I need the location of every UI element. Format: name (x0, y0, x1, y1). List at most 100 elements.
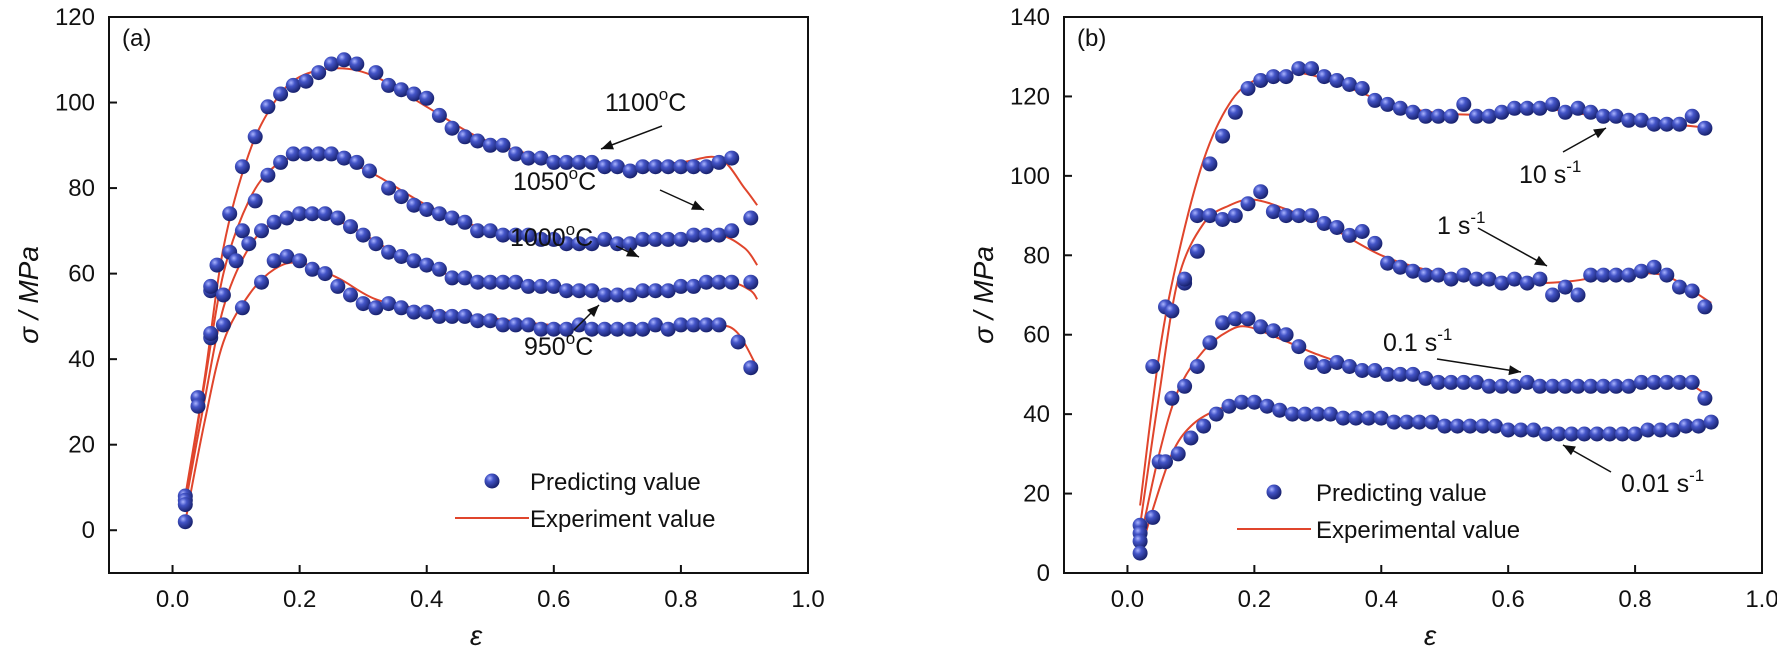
data-point (1437, 418, 1453, 434)
data-point (1633, 374, 1649, 390)
data-point (648, 283, 663, 299)
data-point (1691, 418, 1706, 434)
data-point (1608, 267, 1624, 283)
data-point (1646, 116, 1662, 132)
data-point (190, 398, 206, 414)
data-point (431, 107, 447, 123)
data-point (1595, 378, 1611, 394)
data-point (1430, 374, 1446, 390)
legend-marker-label: Predicting value (530, 469, 701, 496)
data-point (1621, 112, 1637, 128)
data-point (1405, 263, 1421, 279)
data-point (406, 86, 422, 102)
arrow-head-icon (587, 305, 599, 317)
data-point (215, 317, 231, 333)
data-point (1672, 116, 1687, 132)
data-point (635, 231, 651, 247)
data-point (330, 278, 346, 294)
data-point (1380, 255, 1396, 271)
data-point (597, 287, 613, 303)
data-point (1557, 378, 1573, 394)
data-point (457, 214, 473, 230)
data-point (1672, 279, 1687, 295)
y-tick-label: 40 (68, 346, 95, 373)
data-point (1570, 100, 1586, 116)
data-point (260, 99, 276, 115)
data-point (1189, 208, 1205, 224)
data-point (1291, 208, 1307, 224)
data-point (673, 231, 689, 247)
data-point (1253, 319, 1269, 335)
data-point (323, 146, 339, 162)
data-point (1570, 287, 1586, 303)
x-tick-label: 0.0 (1111, 586, 1144, 613)
data-point (520, 317, 536, 333)
legend-line-label: Experimental value (1316, 517, 1520, 544)
data-point (1215, 315, 1231, 331)
data-point (177, 514, 193, 530)
data-point (520, 227, 536, 243)
data-point (635, 159, 651, 175)
data-point (1316, 359, 1332, 374)
data-point (1177, 378, 1193, 394)
data-point (362, 163, 377, 179)
data-point (1633, 263, 1649, 279)
data-point (1392, 100, 1408, 116)
data-point (660, 283, 676, 299)
data-point (1595, 267, 1611, 283)
data-point (1500, 422, 1516, 438)
y-tick-label: 20 (68, 432, 95, 459)
data-point (1405, 366, 1421, 382)
y-tick-label: 20 (1023, 481, 1050, 508)
data-point (444, 210, 460, 226)
data-point (234, 300, 250, 316)
data-point (743, 360, 759, 376)
data-point (1443, 108, 1459, 124)
data-point (1304, 355, 1319, 370)
data-point (609, 321, 625, 337)
data-point (1469, 108, 1484, 124)
data-point (393, 300, 409, 316)
data-point (1265, 323, 1281, 339)
data-point (1227, 104, 1243, 120)
data-point (1494, 275, 1510, 291)
data-point (317, 266, 333, 282)
data-point (1265, 69, 1281, 85)
arrow-head-icon (691, 200, 704, 210)
data-point (406, 253, 422, 269)
data-point (1253, 184, 1269, 200)
data-point (584, 236, 600, 252)
y-tick-label: 60 (1023, 322, 1050, 349)
data-point (533, 278, 549, 294)
data-point (1196, 418, 1212, 434)
series-annotation: 0.1 s-1 (1383, 325, 1452, 357)
data-point (648, 159, 663, 175)
data-point (336, 150, 352, 166)
series-annotation: 1000oC (510, 220, 593, 252)
data-point (1551, 426, 1567, 442)
data-point (1646, 374, 1662, 390)
data-point (343, 287, 358, 303)
data-point (622, 287, 638, 303)
data-point (247, 193, 263, 209)
data-point (444, 270, 460, 286)
data-point (1519, 374, 1535, 390)
data-point (1469, 374, 1484, 390)
data-point (1507, 100, 1522, 116)
data-point (1418, 370, 1434, 386)
data-point (228, 253, 244, 269)
data-point (597, 321, 613, 337)
panel-label: (a) (122, 25, 151, 52)
data-point (431, 206, 447, 222)
data-point (241, 236, 257, 252)
data-point (1443, 271, 1459, 287)
data-point (1507, 271, 1522, 287)
data-point (1545, 287, 1561, 303)
data-point (1507, 378, 1522, 394)
data-point (292, 206, 308, 222)
x-tick-label: 0.8 (1618, 586, 1651, 613)
data-point (1342, 359, 1357, 374)
y-tick-label: 80 (1023, 242, 1050, 269)
data-point (482, 223, 498, 239)
data-point (1215, 128, 1231, 144)
